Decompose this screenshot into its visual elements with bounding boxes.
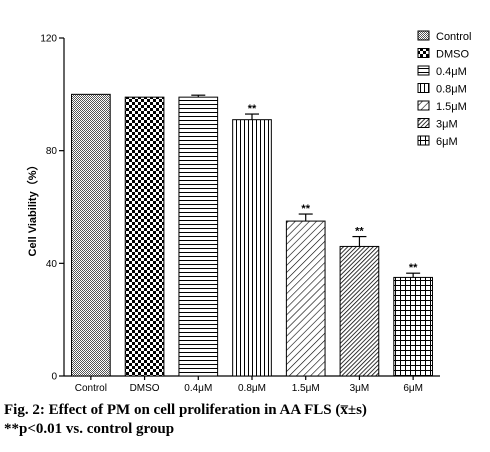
x-tick-label: 1.5μM bbox=[292, 383, 320, 394]
legend-swatch bbox=[417, 83, 430, 93]
bar-1 bbox=[124, 96, 165, 377]
y-tick-label: 80 bbox=[46, 146, 58, 157]
significance-label: ** bbox=[301, 203, 310, 215]
legend-label: 0.8μM bbox=[436, 84, 467, 96]
y-axis-title: Cell Viability（%） bbox=[26, 160, 39, 257]
legend-label: 1.5μM bbox=[436, 101, 467, 113]
y-axis: 0 40 80 120 bbox=[40, 34, 65, 383]
x-tick-label: Control bbox=[75, 383, 107, 394]
x-tick-label: 0.4μM bbox=[184, 383, 212, 394]
x-tick-label: 6μM bbox=[403, 383, 423, 394]
x-tick-label: DMSO bbox=[130, 383, 160, 394]
y-tick-label: 120 bbox=[40, 34, 57, 45]
bar-4 bbox=[285, 220, 326, 377]
legend-swatch bbox=[417, 48, 430, 58]
y-tick-label: 0 bbox=[51, 372, 57, 383]
legend-label: 0.4μM bbox=[436, 66, 467, 78]
significance-label: ** bbox=[355, 226, 364, 238]
y-tick-label: 40 bbox=[46, 259, 58, 270]
legend-swatch bbox=[417, 30, 430, 41]
legend-swatch bbox=[417, 135, 430, 146]
legend-swatch bbox=[417, 65, 430, 76]
bar-5 bbox=[339, 245, 380, 377]
figure-caption: Fig. 2: Effect of PM on cell proliferati… bbox=[4, 402, 367, 418]
legend-label: Control bbox=[436, 31, 471, 43]
bar-chart: Cell Viability（%） 0 40 80 120 Control DMSO 0.… bbox=[26, 30, 471, 394]
bars-group: ** ** ** ** bbox=[71, 93, 433, 377]
legend-label: 3μM bbox=[436, 119, 458, 131]
significance-label: ** bbox=[248, 103, 257, 115]
legend-label: DMSO bbox=[436, 49, 469, 61]
legend-label: 6μM bbox=[436, 136, 458, 148]
significance-label: ** bbox=[409, 262, 418, 274]
bar-6 bbox=[393, 276, 433, 377]
bar-3 bbox=[232, 119, 272, 377]
bar-2 bbox=[178, 96, 219, 377]
x-tick-label: 3μM bbox=[350, 383, 370, 394]
x-tick-label: 0.8μM bbox=[238, 383, 266, 394]
bar-0 bbox=[71, 93, 111, 377]
legend-swatch bbox=[417, 100, 430, 111]
legend-swatch bbox=[417, 118, 430, 128]
legend: Control DMSO 0.4μM 0.8μM 1.5μM 3μM 6μM bbox=[417, 30, 471, 148]
x-axis: Control DMSO 0.4μM 0.8μM 1.5μM 3μM 6μM bbox=[64, 375, 440, 394]
figure-footnote: **p<0.01 vs. control group bbox=[4, 421, 175, 437]
